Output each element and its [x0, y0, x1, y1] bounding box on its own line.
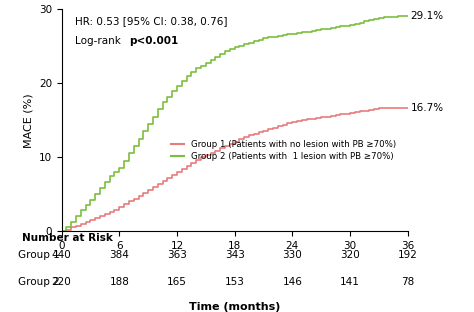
Text: 146: 146: [283, 277, 302, 287]
Text: Group 2: Group 2: [18, 277, 60, 287]
Text: 220: 220: [52, 277, 72, 287]
Text: 153: 153: [225, 277, 245, 287]
Text: Time (months): Time (months): [189, 302, 280, 312]
Text: 141: 141: [340, 277, 360, 287]
Text: Log-rank: Log-rank: [75, 36, 125, 46]
Text: 16.7%: 16.7%: [410, 103, 444, 113]
Legend: Group 1 (Patients with no lesion with PB ≥70%), Group 2 (Patients with  1 lesion: Group 1 (Patients with no lesion with PB…: [168, 136, 400, 165]
Text: p<0.001: p<0.001: [129, 36, 178, 46]
Text: 188: 188: [109, 277, 129, 287]
Text: 29.1%: 29.1%: [410, 11, 444, 21]
Text: 343: 343: [225, 250, 245, 260]
Text: 363: 363: [167, 250, 187, 260]
Text: Group 1: Group 1: [18, 250, 60, 260]
Text: 320: 320: [340, 250, 360, 260]
Text: 192: 192: [398, 250, 418, 260]
Text: HR: 0.53 [95% CI: 0.38, 0.76]: HR: 0.53 [95% CI: 0.38, 0.76]: [75, 16, 228, 26]
Text: 78: 78: [401, 277, 414, 287]
Text: Number at Risk: Number at Risk: [22, 233, 113, 243]
Text: 330: 330: [283, 250, 302, 260]
Text: 384: 384: [109, 250, 129, 260]
Text: 165: 165: [167, 277, 187, 287]
Y-axis label: MACE (%): MACE (%): [23, 93, 33, 148]
Text: 440: 440: [52, 250, 72, 260]
